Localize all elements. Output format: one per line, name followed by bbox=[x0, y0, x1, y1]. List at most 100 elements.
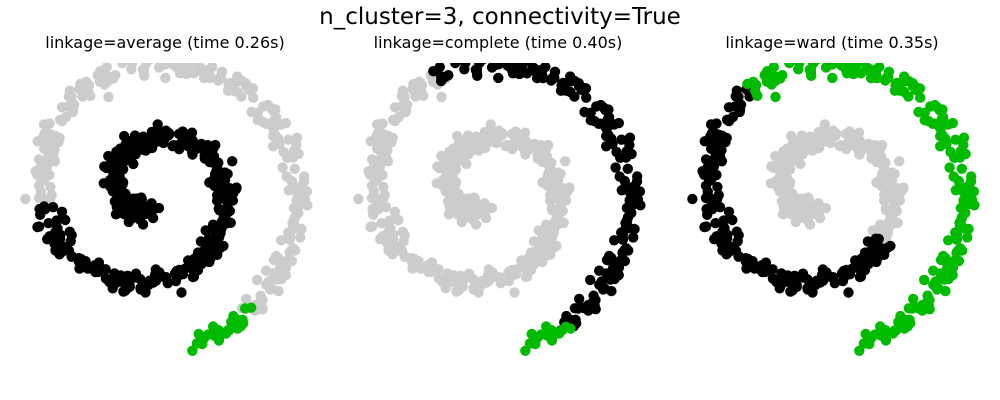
data-point-cluster-0 bbox=[168, 140, 179, 151]
data-point-cluster-0 bbox=[721, 114, 733, 125]
data-point-cluster-0 bbox=[574, 293, 585, 305]
data-point-cluster-0 bbox=[140, 208, 151, 220]
data-point-cluster-0 bbox=[786, 273, 797, 285]
data-point-cluster-2 bbox=[960, 207, 971, 219]
data-point-cluster-1 bbox=[450, 164, 462, 175]
data-point-cluster-2 bbox=[769, 75, 781, 87]
data-point-cluster-0 bbox=[199, 153, 210, 164]
data-point-cluster-0 bbox=[702, 162, 713, 173]
data-point-cluster-1 bbox=[775, 161, 787, 172]
data-point-cluster-0 bbox=[163, 128, 174, 140]
data-point-cluster-1 bbox=[395, 101, 407, 112]
data-point-cluster-0 bbox=[66, 251, 77, 262]
data-point-cluster-1 bbox=[792, 195, 803, 206]
data-point-cluster-0 bbox=[44, 231, 55, 242]
panel-title-average: linkage=average (time 0.26s) bbox=[45, 33, 285, 52]
data-point-cluster-0 bbox=[470, 64, 481, 75]
data-point-cluster-2 bbox=[875, 321, 886, 332]
data-point-cluster-1 bbox=[281, 171, 292, 182]
data-point-cluster-0 bbox=[89, 265, 100, 276]
data-point-cluster-1 bbox=[451, 156, 463, 167]
data-point-cluster-1 bbox=[252, 274, 263, 286]
data-point-cluster-2 bbox=[565, 323, 576, 334]
data-point-cluster-2 bbox=[897, 314, 908, 325]
data-point-cluster-1 bbox=[461, 148, 472, 159]
data-point-cluster-1 bbox=[509, 287, 520, 298]
data-point-cluster-0 bbox=[32, 221, 43, 233]
data-point-cluster-0 bbox=[733, 251, 744, 262]
data-point-cluster-1 bbox=[414, 76, 425, 87]
data-point-cluster-0 bbox=[713, 189, 724, 201]
data-point-cluster-0 bbox=[216, 216, 228, 227]
data-point-cluster-0 bbox=[610, 162, 621, 173]
data-point-cluster-1 bbox=[552, 167, 564, 178]
data-point-cluster-2 bbox=[943, 259, 954, 271]
data-point-cluster-0 bbox=[616, 227, 627, 238]
data-point-cluster-2 bbox=[827, 72, 838, 84]
panel-average: linkage=average (time 0.26s) bbox=[0, 33, 330, 393]
data-point-cluster-1 bbox=[876, 169, 888, 180]
data-point-cluster-2 bbox=[880, 332, 891, 343]
data-point-cluster-1 bbox=[283, 134, 294, 145]
data-point-cluster-0 bbox=[712, 181, 723, 193]
data-point-cluster-1 bbox=[547, 205, 558, 216]
data-point-cluster-0 bbox=[837, 275, 849, 287]
data-point-cluster-1 bbox=[867, 225, 878, 236]
data-point-cluster-1 bbox=[542, 169, 554, 180]
data-point-cluster-0 bbox=[579, 302, 590, 313]
data-point-cluster-1 bbox=[464, 272, 475, 283]
data-point-cluster-1 bbox=[283, 185, 294, 196]
data-point-cluster-2 bbox=[541, 321, 552, 332]
data-point-cluster-1 bbox=[44, 133, 56, 145]
panel-title-complete: linkage=complete (time 0.40s) bbox=[373, 33, 623, 52]
data-point-cluster-0 bbox=[177, 131, 188, 143]
data-point-cluster-1 bbox=[203, 69, 215, 80]
data-point-cluster-0 bbox=[616, 134, 627, 145]
data-point-cluster-0 bbox=[705, 119, 717, 130]
data-point-cluster-1 bbox=[483, 264, 494, 275]
data-point-cluster-1 bbox=[452, 273, 463, 285]
data-point-cluster-0 bbox=[459, 64, 470, 75]
data-point-cluster-2 bbox=[933, 282, 944, 294]
data-point-cluster-0 bbox=[111, 194, 123, 205]
data-point-cluster-1 bbox=[380, 202, 392, 213]
data-point-cluster-2 bbox=[230, 314, 241, 325]
data-point-cluster-0 bbox=[47, 202, 59, 213]
data-point-cluster-0 bbox=[56, 246, 67, 258]
data-point-cluster-1 bbox=[293, 189, 305, 200]
data-point-cluster-1 bbox=[537, 256, 548, 268]
data-point-cluster-2 bbox=[546, 332, 557, 343]
data-point-cluster-0 bbox=[802, 282, 813, 294]
data-point-cluster-1 bbox=[169, 63, 180, 71]
data-point-cluster-2 bbox=[922, 302, 933, 313]
data-point-cluster-0 bbox=[626, 207, 637, 219]
data-point-cluster-1 bbox=[407, 263, 418, 274]
data-point-cluster-2 bbox=[784, 63, 795, 69]
data-point-cluster-0 bbox=[210, 139, 221, 151]
data-point-cluster-0 bbox=[176, 287, 187, 298]
data-point-cluster-2 bbox=[969, 200, 980, 211]
data-point-cluster-1 bbox=[276, 235, 287, 246]
data-point-cluster-1 bbox=[365, 221, 376, 233]
data-point-cluster-1 bbox=[214, 72, 225, 83]
data-point-cluster-0 bbox=[117, 207, 128, 219]
data-point-cluster-0 bbox=[180, 263, 191, 274]
data-point-cluster-0 bbox=[589, 116, 600, 127]
data-point-cluster-2 bbox=[865, 333, 877, 344]
data-point-cluster-0 bbox=[703, 174, 715, 185]
data-point-cluster-2 bbox=[881, 72, 892, 83]
data-point-cluster-2 bbox=[761, 76, 773, 87]
data-point-cluster-0 bbox=[108, 161, 120, 172]
data-point-cluster-0 bbox=[869, 238, 881, 250]
data-point-cluster-1 bbox=[377, 133, 389, 145]
data-point-cluster-1 bbox=[246, 82, 257, 94]
data-point-cluster-0 bbox=[714, 202, 726, 213]
data-point-cluster-0 bbox=[599, 282, 610, 294]
data-point-cluster-1 bbox=[795, 148, 806, 159]
data-point-cluster-1 bbox=[776, 169, 787, 181]
data-point-cluster-0 bbox=[212, 249, 223, 260]
data-point-cluster-2 bbox=[919, 274, 930, 286]
data-point-cluster-0 bbox=[219, 167, 231, 178]
data-point-cluster-2 bbox=[913, 82, 924, 94]
data-point-cluster-1 bbox=[74, 84, 85, 95]
